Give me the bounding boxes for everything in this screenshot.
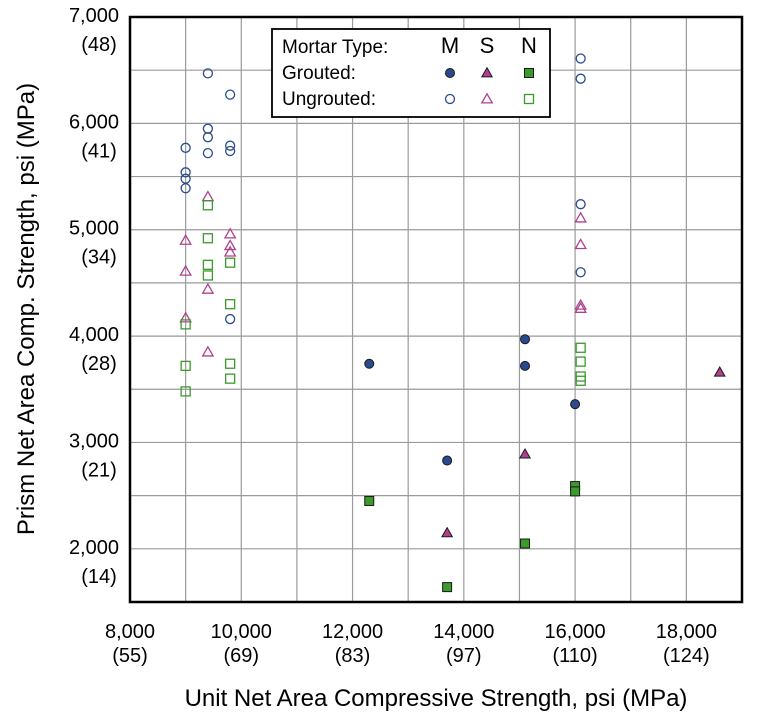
ungrouted-s-point <box>574 211 587 223</box>
y-tick-label: 3,000 <box>69 430 119 452</box>
y-tick-sublabel: (14) <box>81 566 117 588</box>
grouted-n-point <box>520 538 531 549</box>
grouted-s-point <box>441 526 454 538</box>
ungrouted-m-point <box>202 123 214 134</box>
y-tick-label: 5,000 <box>69 218 119 240</box>
ungrouted-n-point <box>180 319 191 330</box>
legend-ungrouted-n-marker <box>523 93 535 105</box>
y-tick-sublabel: (28) <box>81 353 117 375</box>
x-tick-label: 12,000 <box>322 621 383 643</box>
y-tick-sublabel: (41) <box>81 140 117 162</box>
x-tick-label: 16,000 <box>545 621 606 643</box>
grouted-m-point <box>520 360 531 371</box>
ungrouted-s-point <box>223 245 237 257</box>
ungrouted-m-point <box>180 142 191 153</box>
y-axis-label: Prism Net Area Comp. Strength, psi (MPa) <box>13 83 40 535</box>
legend-col-n: N <box>521 33 537 58</box>
ungrouted-s-point <box>223 239 237 251</box>
legend-row-ungrouted: Ungrouted: <box>282 89 376 110</box>
ungrouted-n-point <box>202 259 214 270</box>
y-tick-sublabel: (34) <box>81 247 117 269</box>
grouted-m-point <box>442 455 453 466</box>
ungrouted-m-point <box>575 73 586 84</box>
ungrouted-n-point <box>224 299 236 310</box>
ungrouted-m-point <box>180 167 191 178</box>
ungrouted-n-point <box>575 356 586 367</box>
ungrouted-s-point <box>223 227 237 239</box>
y-tick-label: 6,000 <box>69 111 119 133</box>
ungrouted-n-point <box>575 375 586 386</box>
legend-grouted-s-marker <box>480 66 494 78</box>
ungrouted-s-point <box>201 190 215 202</box>
legend-grouted-m-marker <box>445 68 455 78</box>
data-points <box>179 53 726 593</box>
ungrouted-s-point <box>179 264 192 276</box>
ungrouted-n-point <box>202 270 214 281</box>
legend-markers <box>444 66 535 105</box>
ungrouted-n-point <box>224 373 236 384</box>
legend-box <box>271 28 551 118</box>
ungrouted-s-point <box>574 301 587 313</box>
ungrouted-s-point <box>179 311 192 323</box>
y-tick-label: 4,000 <box>69 324 119 346</box>
grouted-n-point <box>570 486 581 497</box>
tick-labels: 8,000(55) 10,000(69) 12,000(83) 14,000(97) 1… <box>69 5 717 667</box>
legend-col-m: M <box>441 33 459 58</box>
ungrouted-n-point <box>180 386 191 397</box>
legend-row-grouted: Grouted: <box>282 63 356 84</box>
legend-grouted-n-marker <box>524 68 534 78</box>
ungrouted-s-point <box>179 233 192 245</box>
y-tick-label: 7,000 <box>69 5 119 27</box>
ungrouted-s-point <box>574 238 587 250</box>
ungrouted-n-point <box>180 360 191 372</box>
ungrouted-s-point <box>201 282 215 294</box>
x-tick-sublabel: (124) <box>663 645 710 667</box>
legend: Mortar Type: M S N Grouted: Ungrouted: <box>271 28 551 118</box>
x-axis-label: Unit Net Area Compressive Strength, psi … <box>185 685 688 712</box>
ungrouted-s-point <box>201 345 215 357</box>
ungrouted-n-point <box>202 233 214 244</box>
ungrouted-m-point <box>224 313 236 325</box>
x-tick-sublabel: (110) <box>552 645 597 667</box>
ungrouted-m-point <box>180 183 191 194</box>
ungrouted-m-point <box>202 68 214 79</box>
y-tick-label: 2,000 <box>69 537 119 559</box>
x-tick-sublabel: (69) <box>223 645 259 667</box>
ungrouted-s-point <box>574 298 587 310</box>
grouted-s-point <box>518 447 532 459</box>
ungrouted-n-point <box>202 200 214 211</box>
grouted-s-point <box>713 366 726 377</box>
y-tick-sublabel: (48) <box>81 34 117 56</box>
legend-ungrouted-s-marker <box>480 92 494 104</box>
ungrouted-m-point <box>202 132 214 143</box>
x-tick-label: 8,000 <box>105 621 155 643</box>
ungrouted-n-point <box>575 342 586 353</box>
ungrouted-m-point <box>224 89 236 100</box>
grouted-m-point <box>364 358 375 369</box>
ungrouted-m-point <box>575 53 586 64</box>
ungrouted-m-point <box>575 199 586 210</box>
x-tick-label: 10,000 <box>211 621 272 643</box>
x-tick-label: 18,000 <box>656 621 717 643</box>
ungrouted-m-point <box>202 147 214 159</box>
grouted-m-point <box>570 399 581 410</box>
y-tick-sublabel: (21) <box>81 459 117 481</box>
ungrouted-n-point <box>224 257 236 268</box>
ungrouted-n-point <box>224 358 236 369</box>
ungrouted-m-point <box>224 145 236 157</box>
grouted-m-point <box>520 334 531 345</box>
x-tick-label: 14,000 <box>433 621 494 643</box>
grouted-n-point <box>442 582 453 593</box>
grouted-n-point <box>364 495 375 506</box>
legend-ungrouted-m-marker <box>444 93 456 105</box>
legend-header-label: Mortar Type: <box>282 37 388 58</box>
plot-frame <box>128 15 744 604</box>
legend-col-s: S <box>480 33 495 58</box>
x-tick-sublabel: (55) <box>112 645 148 667</box>
ungrouted-m-point <box>224 140 236 151</box>
x-tick-sublabel: (97) <box>446 645 482 667</box>
x-tick-sublabel: (83) <box>335 645 371 667</box>
ungrouted-m-point <box>575 267 586 278</box>
